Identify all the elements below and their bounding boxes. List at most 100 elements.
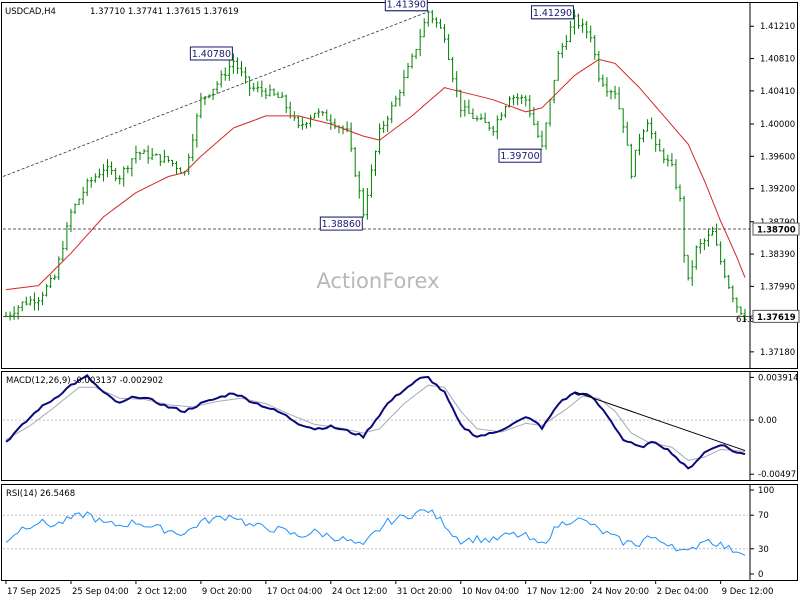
symbol-title: USDCAD,H4 bbox=[5, 7, 56, 17]
price-bar bbox=[309, 114, 313, 128]
time-tick-label: 2 Dec 04:00 bbox=[657, 587, 709, 597]
price-bar bbox=[126, 165, 130, 174]
price-bar bbox=[28, 296, 32, 306]
price-bar bbox=[53, 274, 57, 280]
price-bar bbox=[296, 116, 300, 129]
price-bar bbox=[739, 306, 743, 315]
price-bar bbox=[609, 89, 613, 100]
price-bar bbox=[248, 76, 252, 96]
time-tick-label: 17 Oct 04:00 bbox=[267, 587, 322, 597]
price-bar bbox=[487, 121, 491, 131]
price-panel: ActionForex 1.41390 1.40780 1.38860 1.41290… bbox=[2, 0, 800, 358]
pivot-label-box bbox=[498, 148, 542, 163]
price-bar bbox=[142, 148, 146, 155]
price-bar bbox=[114, 167, 118, 182]
rsi-tick-label: 70 bbox=[758, 511, 769, 521]
price-bar bbox=[378, 123, 382, 155]
panel-frame-0 bbox=[1, 2, 798, 369]
price-bar bbox=[540, 130, 544, 148]
macd-trendline bbox=[574, 391, 746, 452]
price-bar bbox=[199, 92, 203, 119]
price-bar bbox=[702, 238, 706, 251]
price-bar bbox=[118, 175, 122, 185]
price-bar bbox=[170, 159, 174, 167]
price-bar bbox=[81, 186, 85, 205]
price-bar bbox=[77, 198, 81, 206]
time-tick-label: 9 Dec 12:00 bbox=[722, 587, 774, 597]
price-bar bbox=[8, 311, 12, 321]
price-tick-label: 1.37180 bbox=[760, 348, 795, 358]
price-bar bbox=[641, 129, 645, 143]
macd-label: MACD(12,26,9) -0.003137 -0.002902 bbox=[6, 376, 163, 386]
price-bar bbox=[483, 112, 487, 124]
price-bar bbox=[495, 115, 499, 140]
price-bar bbox=[365, 187, 369, 220]
time-tick-label: 10 Nov 04:00 bbox=[462, 587, 519, 597]
price-bar bbox=[443, 24, 447, 43]
price-bar bbox=[110, 161, 114, 175]
price-bar bbox=[4, 311, 8, 318]
horizontal-lines bbox=[3, 228, 750, 317]
price-bar bbox=[601, 74, 605, 87]
price-bar bbox=[670, 153, 674, 167]
price-bar bbox=[605, 76, 609, 97]
time-tick-label: 9 Oct 20:00 bbox=[202, 587, 252, 597]
watermark: ActionForex bbox=[316, 269, 439, 293]
price-tick-label: 1.40410 bbox=[760, 87, 795, 97]
price-bar bbox=[369, 164, 373, 198]
price-bar bbox=[438, 18, 442, 29]
pivot-label-box bbox=[319, 216, 363, 231]
price-bar bbox=[313, 112, 317, 119]
time-tick-label: 25 Sep 04:00 bbox=[72, 587, 129, 597]
price-axis: 1.41210 1.40810 1.40410 1.40000 1.39600 1.392… bbox=[750, 22, 795, 358]
price-bar bbox=[418, 28, 422, 57]
price-bar bbox=[65, 222, 69, 251]
price-bar bbox=[101, 164, 105, 182]
price-bar bbox=[711, 226, 715, 236]
price-bar bbox=[406, 62, 410, 79]
rsi-tick-label: 30 bbox=[758, 545, 769, 555]
price-bar bbox=[430, 10, 434, 24]
trendlines bbox=[2, 11, 429, 177]
price-bar bbox=[361, 188, 365, 218]
price-bar bbox=[572, 9, 576, 35]
price-bar bbox=[706, 228, 710, 247]
price-bar bbox=[593, 35, 597, 60]
price-bar bbox=[394, 95, 398, 107]
price-bar bbox=[524, 95, 528, 107]
price-bar bbox=[520, 94, 524, 105]
macd-tick-label: 0.003914 bbox=[758, 373, 799, 383]
macd-signal-line bbox=[5, 384, 746, 461]
price-bar bbox=[45, 283, 49, 297]
price-bar bbox=[426, 10, 430, 27]
price-bar bbox=[268, 84, 272, 97]
macd-panel: 0.003914 0.00 -0.00497 MACD(12,26,9) -0.00… bbox=[3, 373, 799, 480]
price-tick-label: 1.39600 bbox=[760, 152, 795, 162]
price-bar bbox=[317, 108, 321, 118]
price-bar bbox=[735, 297, 739, 313]
pivot-label: 1.38860 bbox=[322, 219, 361, 230]
pivot-label: 1.40780 bbox=[192, 49, 231, 60]
price-bar bbox=[219, 70, 223, 88]
price-bar bbox=[528, 95, 532, 118]
price-bar bbox=[73, 203, 77, 214]
price-bar bbox=[629, 143, 633, 179]
price-bar bbox=[434, 17, 438, 28]
price-bar bbox=[650, 117, 654, 140]
price-bar bbox=[414, 49, 418, 60]
macd-axis: 0.003914 0.00 -0.00497 bbox=[3, 373, 799, 480]
macd-tick-label: 0.00 bbox=[758, 416, 777, 426]
price-bar bbox=[41, 291, 45, 306]
price-bar bbox=[678, 184, 682, 202]
price-bar bbox=[207, 94, 211, 99]
price-bar bbox=[390, 101, 394, 124]
price-tags: 1.38700 1.37619 bbox=[752, 222, 800, 323]
panel-frame-1 bbox=[1, 371, 798, 481]
price-bar bbox=[158, 154, 162, 167]
price-bar bbox=[272, 88, 276, 96]
price-bar bbox=[666, 154, 670, 167]
price-bar bbox=[674, 159, 678, 190]
price-bar bbox=[633, 149, 637, 177]
price-tick-label: 1.40810 bbox=[760, 55, 795, 65]
price-bar bbox=[12, 306, 16, 320]
